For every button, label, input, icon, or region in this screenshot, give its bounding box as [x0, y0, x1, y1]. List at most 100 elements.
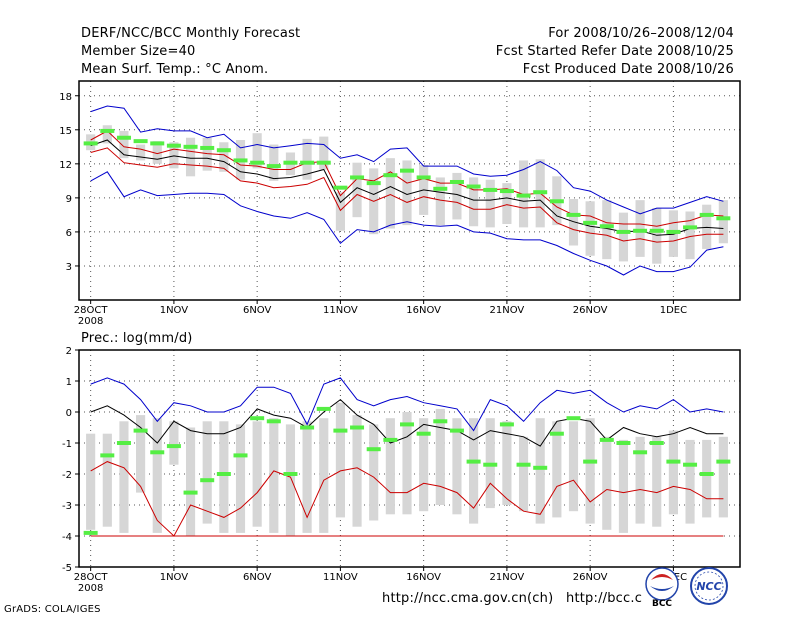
precip-ensemble-marker	[266, 419, 281, 424]
precip-ensemble-marker	[599, 437, 614, 442]
precip-ensemble-marker	[683, 462, 698, 467]
precip-xtick-label: 16NOV	[406, 572, 441, 583]
precip-ytick-label: -5	[62, 563, 72, 574]
grads-credit: GrADS: COLA/IGES	[4, 604, 101, 615]
precipitation-variable-label: Prec.: log(mm/d)	[81, 331, 193, 346]
temp-range-box	[335, 192, 345, 231]
precip-ensemble-marker	[133, 428, 148, 433]
temp-xtick-year-label: 2008	[78, 316, 103, 327]
precip-xtick-label: 1NOV	[160, 572, 189, 583]
ncc-website-link[interactable]: http://ncc.cma.gov.cn(ch)	[382, 591, 554, 606]
precip-ytick-label: 1	[66, 377, 72, 388]
temp-ensemble-marker	[549, 199, 564, 204]
precip-xtick-label: 6NOV	[243, 572, 272, 583]
temp-min-line	[90, 171, 724, 276]
temp-xtick-label: 28OCT	[74, 305, 109, 316]
temp-ensemble-marker	[433, 186, 448, 191]
precip-ensemble-marker	[100, 453, 115, 458]
precip-range-box	[652, 436, 662, 527]
temp-range-box	[185, 137, 196, 177]
ncc-logo-text: NCC	[696, 580, 721, 593]
temp-ensemble-marker	[366, 181, 381, 186]
temp-ensemble-marker	[633, 228, 648, 233]
temp-ensemble-marker	[566, 212, 581, 217]
temp-range-box	[435, 177, 445, 226]
temp-ensemble-marker	[400, 168, 415, 173]
precip-ytick-label: -3	[62, 501, 72, 512]
precip-range-box	[552, 421, 562, 518]
temp-range-box	[119, 130, 129, 159]
temp-xtick-label: 16NOV	[406, 305, 441, 316]
precip-range-box	[718, 436, 728, 518]
precip-ensemble-marker	[616, 441, 631, 445]
precip-range-box	[202, 421, 212, 524]
precip-range-box	[136, 415, 146, 493]
precip-ensemble-marker	[699, 472, 714, 476]
temp-ensemble-marker	[216, 148, 231, 153]
precip-range-box	[635, 436, 645, 524]
precip-range-box	[419, 418, 429, 512]
precip-range-box	[385, 418, 395, 515]
precip-range-box	[185, 427, 196, 536]
temp-range-box	[585, 201, 595, 256]
precip-ytick-label: -4	[62, 532, 72, 543]
precip-max-line	[90, 377, 724, 432]
temp-ensemble-marker	[233, 158, 248, 163]
temp-range-box	[269, 144, 279, 181]
temp-range-box	[502, 183, 512, 224]
temp-ensemble-marker	[483, 187, 498, 192]
precip-range-box	[252, 421, 262, 527]
precip-range-box	[668, 430, 678, 515]
precip-range-box	[685, 439, 695, 524]
precip-ensemble-marker	[483, 462, 498, 467]
temp-ensemble-marker	[449, 179, 464, 184]
temp-ensemble-marker	[699, 212, 714, 217]
temp-range-box	[469, 177, 479, 227]
forecast-period-label: For 2008/10/26–2008/12/04	[548, 26, 734, 41]
precip-range-box	[452, 418, 462, 515]
temp-upper-spread-line	[90, 130, 724, 227]
precip-ensemble-marker	[449, 428, 464, 433]
temp-plot-frame	[78, 80, 741, 301]
precip-range-box	[335, 402, 345, 518]
precip-range-box	[219, 421, 229, 533]
precip-ensemble-marker	[216, 472, 231, 476]
precip-ensemble-marker	[116, 441, 131, 445]
temp-ensemble-marker	[133, 139, 148, 144]
precip-range-box	[102, 433, 112, 527]
temp-ensemble-marker	[350, 175, 365, 180]
temp-ensemble-marker	[466, 184, 481, 189]
precip-range-box	[469, 418, 479, 524]
temp-ensemble-marker	[333, 185, 348, 190]
precip-ensemble-marker	[566, 416, 581, 421]
bcc-website-link[interactable]: http://bcc.c	[566, 591, 643, 606]
temp-range-box	[302, 138, 312, 180]
temp-ensemble-marker	[533, 190, 548, 195]
precip-ensemble-marker	[83, 530, 98, 535]
precip-range-box	[352, 415, 362, 527]
temp-ensemble-marker	[150, 141, 165, 146]
temp-max-line	[90, 105, 724, 215]
temp-ytick-label: 6	[66, 228, 72, 239]
temp-ensemble-marker	[416, 175, 431, 180]
precip-ensemble-marker	[333, 428, 348, 433]
precip-plot-frame	[78, 349, 741, 568]
temp-ytick-label: 3	[66, 262, 72, 273]
temp-ensemble-marker	[166, 143, 181, 148]
precip-ensemble-marker	[633, 450, 648, 455]
precip-range-box	[518, 436, 529, 512]
temp-range-box	[568, 199, 579, 246]
precip-range-box	[702, 439, 712, 518]
temp-ensemble-marker	[116, 135, 131, 140]
temp-xtick-label: 21NOV	[490, 305, 525, 316]
temp-range-box	[136, 144, 146, 161]
temp-range-box	[385, 158, 395, 229]
forecast-produced-label: Fcst Produced Date 2008/10/26	[522, 62, 734, 77]
temp-ytick-label: 9	[66, 194, 72, 205]
ncc-logo: NCC	[685, 566, 733, 608]
temp-xtick-label: 26NOV	[573, 305, 608, 316]
precip-ensemble-marker	[300, 425, 315, 430]
temp-range-box	[352, 162, 362, 218]
temp-ensemble-marker	[83, 141, 98, 146]
precip-ensemble-marker	[183, 490, 198, 495]
